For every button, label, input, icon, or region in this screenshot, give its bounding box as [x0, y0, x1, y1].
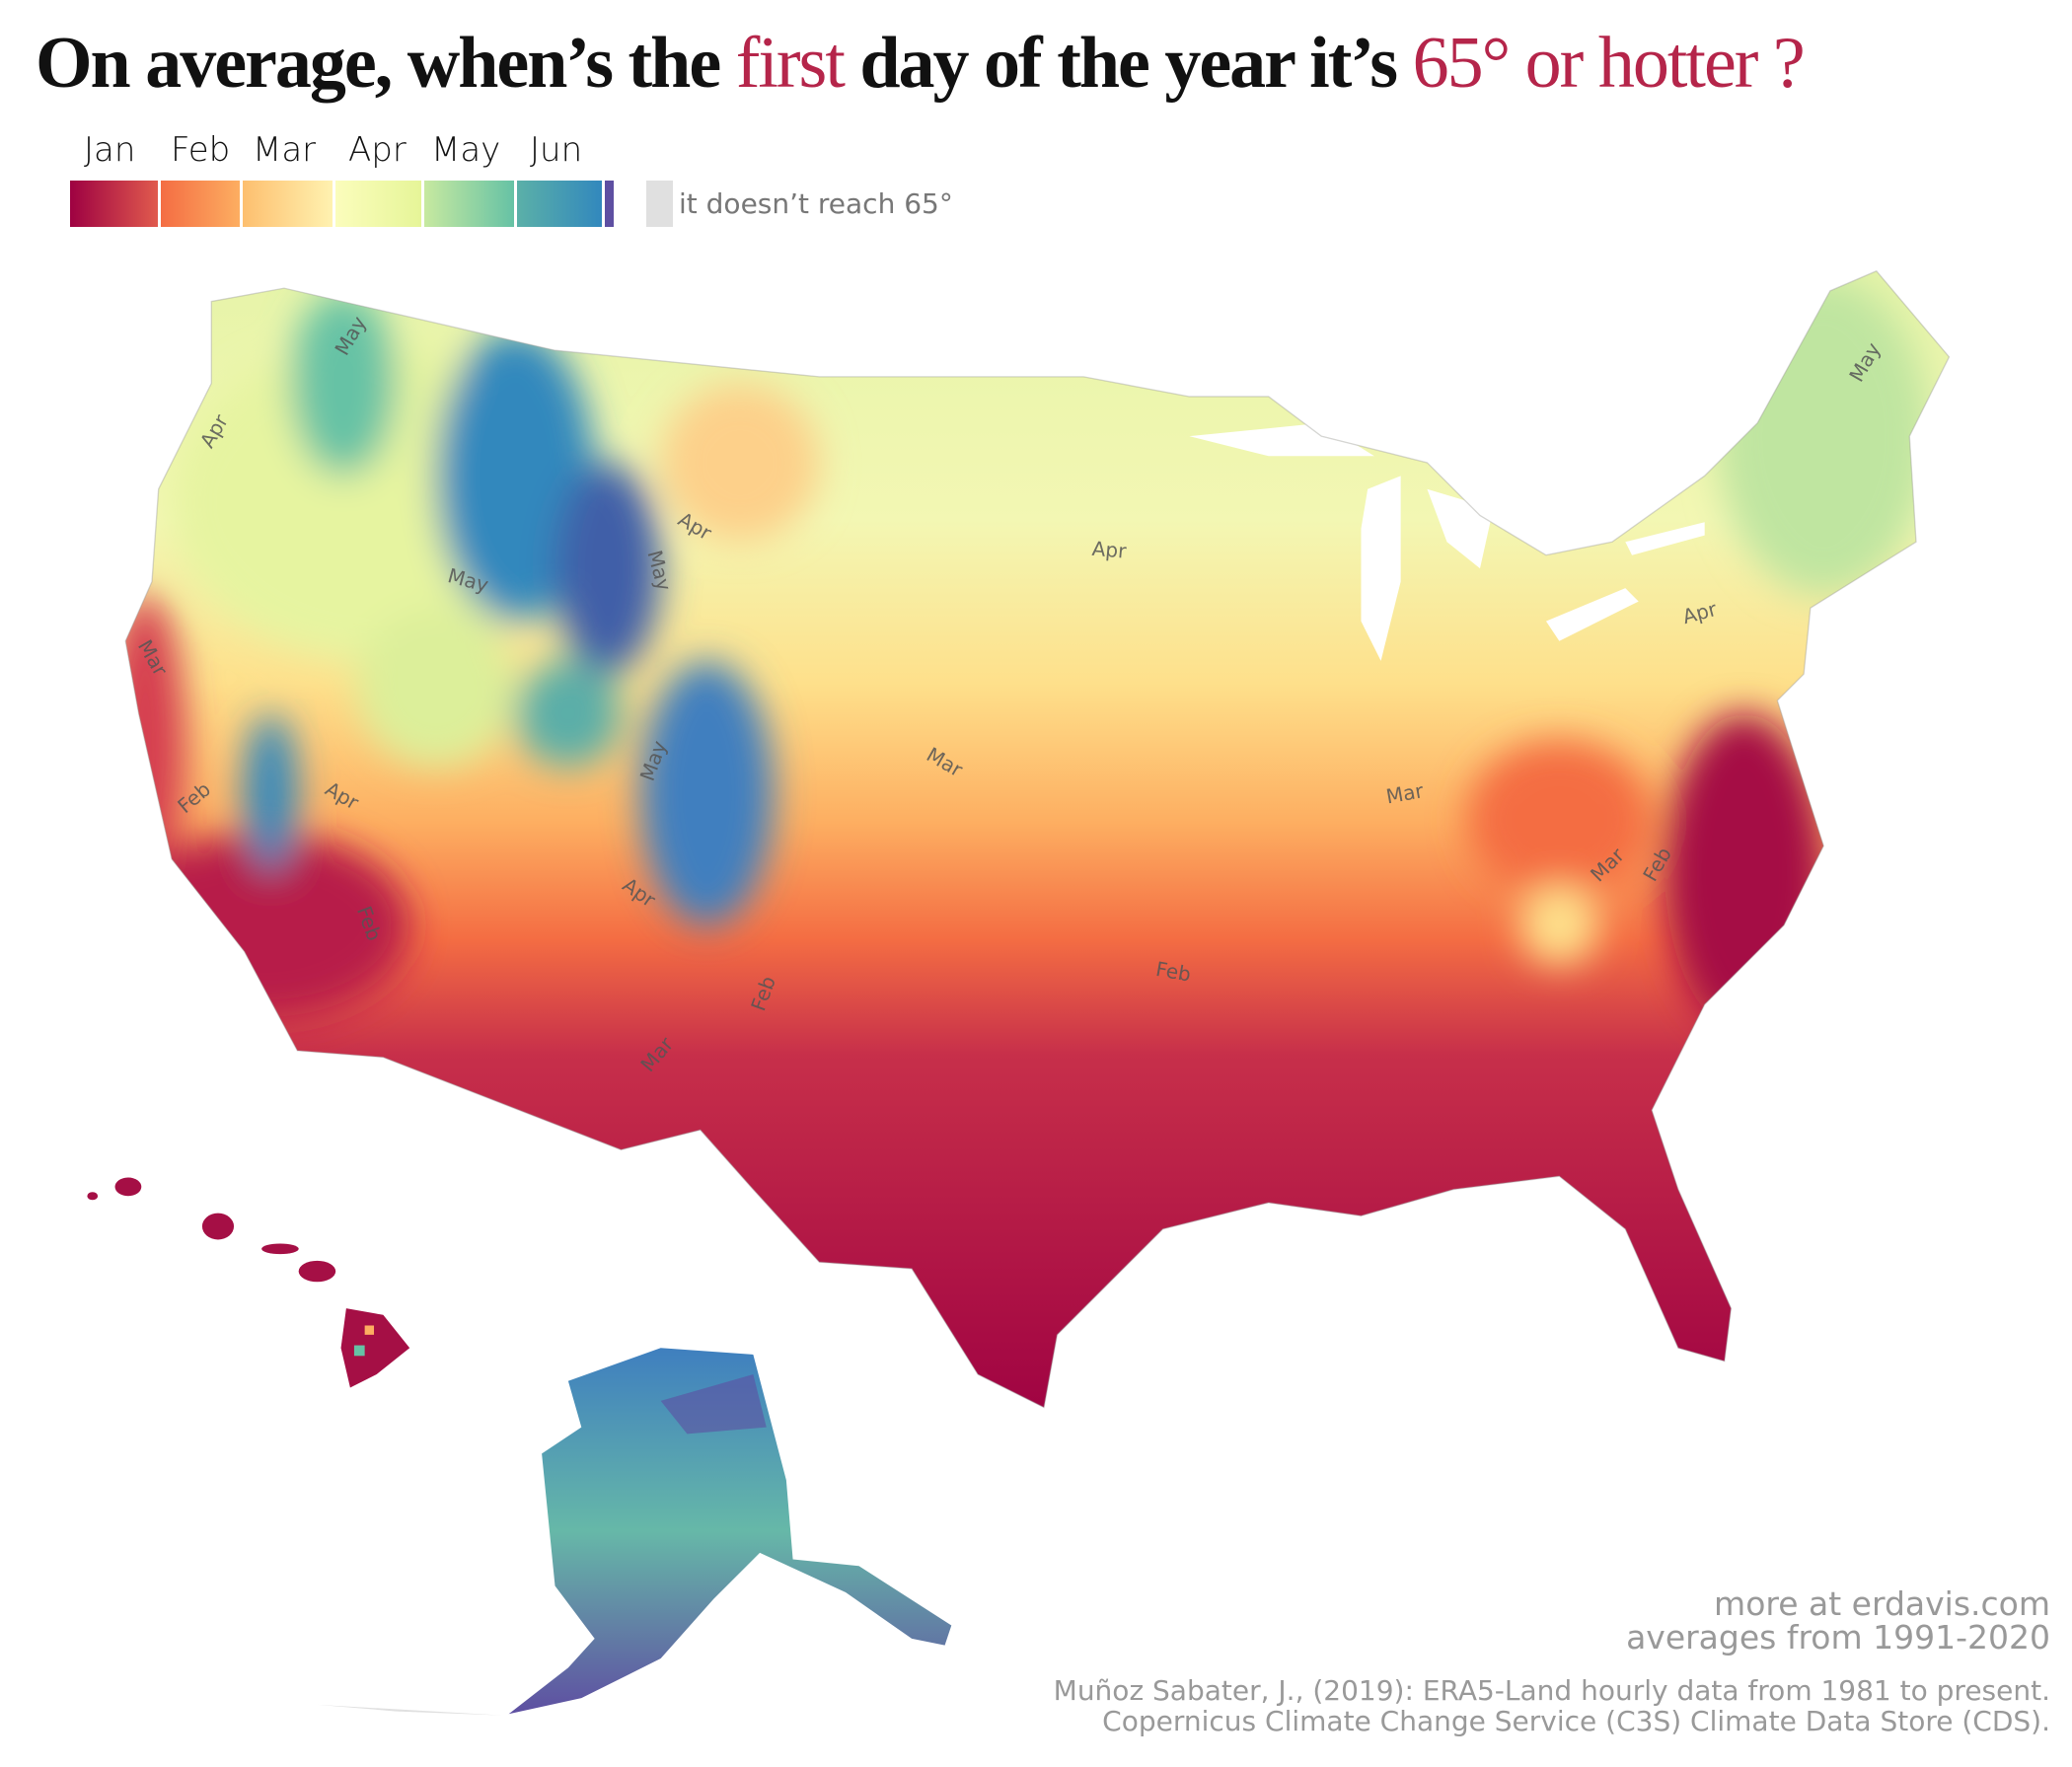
legend-segment-may	[424, 181, 514, 227]
lake-michigan	[1361, 476, 1401, 661]
contiguous-us	[125, 270, 1950, 1408]
title-part-1: On average, when’s the	[36, 23, 736, 104]
legend-segment-jun	[517, 181, 602, 227]
contour-label: Feb	[1154, 957, 1193, 987]
legend-label-apr: Apr	[348, 130, 407, 170]
citation-line-1: Muñoz Sabater, J., (2019): ERA5-Land hou…	[1053, 1674, 2050, 1707]
legend-label-feb: Feb	[171, 130, 231, 170]
legend-segment-end	[605, 181, 614, 227]
contour-label: Apr	[1091, 537, 1128, 563]
more-link[interactable]: more at erdavis.com	[1714, 1584, 2050, 1623]
legend-label-jun: Jun	[530, 130, 583, 170]
alaska	[317, 1348, 952, 1716]
title-part-2: day of the year it’s	[843, 23, 1413, 104]
legend-segment-mar	[243, 181, 333, 227]
legend-month-labels: Jan Feb Mar Apr May Jun	[70, 130, 623, 174]
legend-label-mar: Mar	[253, 130, 317, 170]
legend-segment-feb	[161, 181, 240, 227]
page-title: On average, when’s the first day of the …	[36, 22, 1806, 106]
lake-erie	[1545, 588, 1639, 641]
legend-label-may: May	[431, 130, 501, 170]
hawaii	[87, 1177, 410, 1388]
legend-segment-apr	[335, 181, 421, 227]
no-reach-label: it doesn’t reach 65°	[679, 187, 953, 220]
legend-label-jan: Jan	[84, 130, 136, 170]
title-highlight-65: 65° or hotter ?	[1412, 23, 1806, 104]
no-reach-swatch	[646, 181, 673, 227]
legend-color-bar	[70, 181, 617, 227]
citation-line-2: Copernicus Climate Change Service (C3S) …	[1102, 1705, 2050, 1737]
legend-segment-jan	[70, 181, 158, 227]
averages-note: averages from 1991-2020	[1626, 1618, 2050, 1657]
title-highlight-first: first	[735, 23, 846, 104]
lake-ontario	[1625, 522, 1705, 555]
